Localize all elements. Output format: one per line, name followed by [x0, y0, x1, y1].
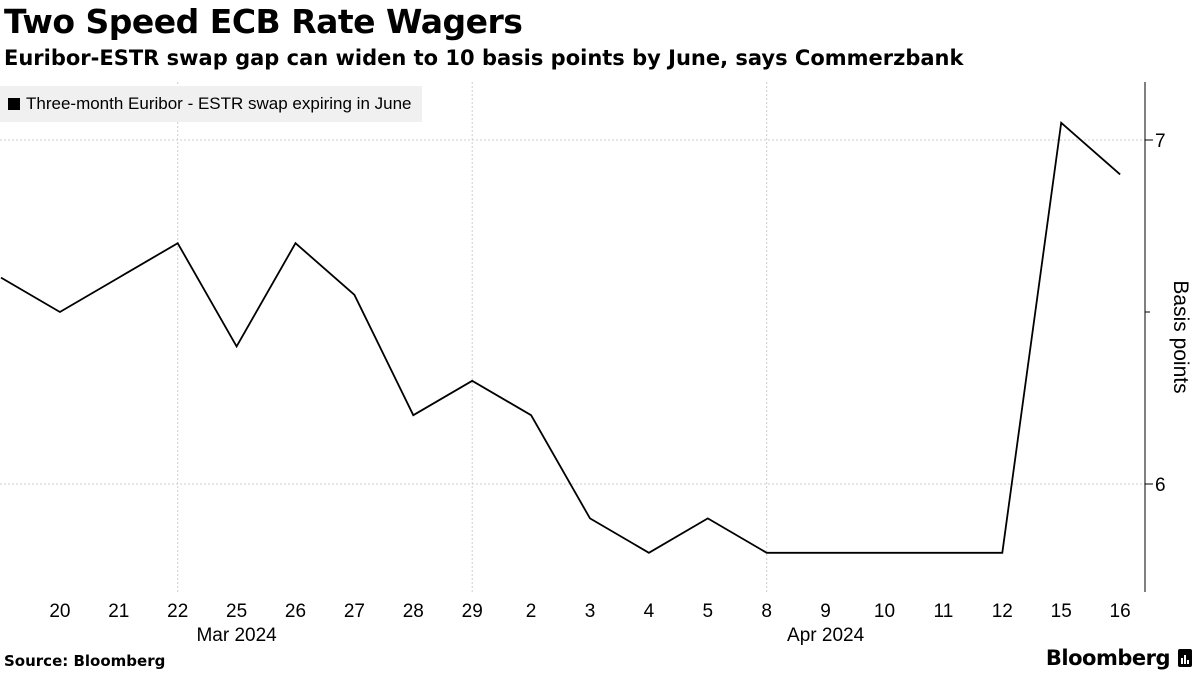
x-tick-label: 29 — [462, 601, 483, 622]
brand-name: Bloomberg — [1045, 646, 1171, 670]
x-tick-label: 28 — [403, 601, 424, 622]
y-tick-label: 7 — [1155, 131, 1166, 152]
x-tick-label: 20 — [49, 601, 70, 622]
y-axis-label: Basis points — [1169, 280, 1192, 393]
bloomberg-chart-icon — [1178, 649, 1192, 667]
chart-subtitle: Euribor-ESTR swap gap can widen to 10 ba… — [4, 46, 964, 70]
x-tick-label: 12 — [992, 601, 1013, 622]
x-month-label: Apr 2024 — [787, 625, 865, 646]
series-layer — [0, 121, 1121, 554]
legend-label: Three-month Euribor - ESTR swap expiring… — [26, 94, 412, 113]
x-month-label: Mar 2024 — [196, 625, 277, 646]
x-tick-label: 9 — [820, 601, 831, 622]
x-tick-label: 10 — [874, 601, 895, 622]
x-tick-label: 8 — [761, 601, 772, 622]
y-tick-label: 6 — [1155, 475, 1166, 496]
chart-title: Two Speed ECB Rate Wagers — [4, 2, 523, 41]
grid-layer — [0, 82, 1145, 592]
source-note: Source: Bloomberg — [4, 652, 166, 670]
x-tick-label: 22 — [167, 601, 188, 622]
x-tick-label: 26 — [285, 601, 306, 622]
axis-layer — [1144, 82, 1153, 592]
x-tick-label: 16 — [1110, 601, 1131, 622]
x-tick-label: 11 — [934, 601, 954, 622]
series-line — [0, 121, 1121, 554]
x-tick-label: 15 — [1051, 601, 1072, 622]
x-tick-label: 21 — [108, 601, 129, 622]
legend: Three-month Euribor - ESTR swap expiring… — [0, 86, 422, 122]
brand-logo: Bloomberg — [1046, 646, 1192, 670]
x-tick-label: 5 — [703, 601, 714, 622]
label-layer: 6 7 Basis points 20 21 22 25 26 27 28 29 2 3 4 5 8 9 10 11… — [49, 131, 1192, 646]
x-tick-label: 3 — [585, 601, 596, 622]
x-tick-label: 2 — [526, 601, 537, 622]
x-tick-label: 25 — [226, 601, 247, 622]
legend-swatch — [8, 98, 20, 110]
x-tick-label: 27 — [344, 601, 365, 622]
x-tick-label: 4 — [644, 601, 655, 622]
